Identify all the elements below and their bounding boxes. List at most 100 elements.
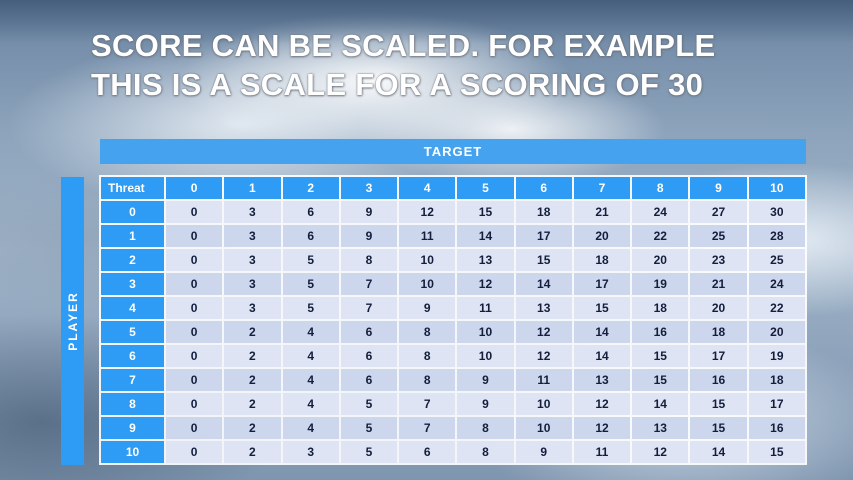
score-cell: 6 <box>340 345 398 367</box>
score-cell: 0 <box>166 249 223 271</box>
score-cell: 13 <box>515 297 572 319</box>
score-cell: 10 <box>515 393 572 415</box>
score-cell: 2 <box>224 321 281 343</box>
score-table-head: Threat 0 1 2 3 4 5 6 7 8 9 10 <box>101 177 805 199</box>
score-cell: 15 <box>748 441 805 463</box>
target-col-header: 8 <box>632 177 689 199</box>
score-cell: 8 <box>399 321 456 343</box>
score-cell: 16 <box>690 369 747 391</box>
table-row: 3 0 3 5 7 10 12 14 17 19 21 24 <box>101 273 805 295</box>
score-table: Threat 0 1 2 3 4 5 6 7 8 9 10 0 0 3 6 9 12 15 18 21 24 27 30 1 0… <box>99 175 807 465</box>
score-cell: 5 <box>282 297 339 319</box>
table-row: 4 0 3 5 7 9 11 13 15 18 20 22 <box>101 297 805 319</box>
score-cell: 2 <box>224 345 281 367</box>
score-cell: 17 <box>515 225 572 247</box>
score-cell: 21 <box>573 201 631 223</box>
score-cell: 12 <box>573 393 631 415</box>
score-cell: 12 <box>515 321 572 343</box>
score-cell: 14 <box>690 441 747 463</box>
score-cell: 14 <box>573 345 631 367</box>
score-cell: 10 <box>399 273 456 295</box>
score-cell: 20 <box>632 249 689 271</box>
target-col-header: 10 <box>748 177 805 199</box>
score-cell: 3 <box>224 249 281 271</box>
score-cell: 0 <box>166 297 223 319</box>
score-cell: 15 <box>515 249 572 271</box>
score-cell: 24 <box>632 201 689 223</box>
score-cell: 2 <box>224 417 281 439</box>
score-cell: 4 <box>282 417 339 439</box>
target-col-header: 4 <box>399 177 456 199</box>
title-line-2: THIS IS A SCALE FOR A SCORING OF 30 <box>91 66 704 102</box>
threat-row-header: 0 <box>101 201 164 223</box>
score-cell: 19 <box>632 273 689 295</box>
score-cell: 12 <box>573 417 631 439</box>
score-cell: 9 <box>457 369 514 391</box>
threat-row-header: 4 <box>101 297 164 319</box>
score-cell: 18 <box>632 297 689 319</box>
table-row: 2 0 3 5 8 10 13 15 18 20 23 25 <box>101 249 805 271</box>
score-cell: 17 <box>573 273 631 295</box>
score-cell: 0 <box>166 417 223 439</box>
score-cell: 20 <box>573 225 631 247</box>
score-cell: 2 <box>224 393 281 415</box>
score-cell: 11 <box>399 225 456 247</box>
player-axis-bar: PLAYER <box>61 177 84 465</box>
table-row: 0 0 3 6 9 12 15 18 21 24 27 30 <box>101 201 805 223</box>
score-cell: 18 <box>573 249 631 271</box>
score-cell: 5 <box>340 441 398 463</box>
score-cell: 8 <box>457 441 514 463</box>
score-cell: 8 <box>399 345 456 367</box>
score-cell: 4 <box>282 393 339 415</box>
slide-title: SCORE CAN BE SCALED. FOR EXAMPLE THIS IS… <box>91 27 811 105</box>
score-cell: 8 <box>340 249 398 271</box>
score-cell: 15 <box>457 201 514 223</box>
table-row: 9 0 2 4 5 7 8 10 12 13 15 16 <box>101 417 805 439</box>
score-cell: 5 <box>340 417 398 439</box>
score-cell: 12 <box>515 345 572 367</box>
table-row: 7 0 2 4 6 8 9 11 13 15 16 18 <box>101 369 805 391</box>
table-row: 8 0 2 4 5 7 9 10 12 14 15 17 <box>101 393 805 415</box>
score-cell: 15 <box>632 369 689 391</box>
score-cell: 18 <box>690 321 747 343</box>
score-cell: 6 <box>340 321 398 343</box>
score-cell: 9 <box>515 441 572 463</box>
score-cell: 9 <box>399 297 456 319</box>
score-cell: 16 <box>748 417 805 439</box>
score-cell: 3 <box>282 441 339 463</box>
score-cell: 22 <box>748 297 805 319</box>
target-col-header: 6 <box>515 177 572 199</box>
score-cell: 8 <box>457 417 514 439</box>
score-cell: 16 <box>632 321 689 343</box>
threat-row-header: 10 <box>101 441 164 463</box>
score-cell: 27 <box>690 201 747 223</box>
score-cell: 7 <box>399 417 456 439</box>
threat-row-header: 7 <box>101 369 164 391</box>
score-cell: 0 <box>166 441 223 463</box>
score-cell: 8 <box>399 369 456 391</box>
score-cell: 14 <box>515 273 572 295</box>
score-cell: 15 <box>690 393 747 415</box>
score-cell: 5 <box>340 393 398 415</box>
threat-row-header: 2 <box>101 249 164 271</box>
score-cell: 7 <box>340 297 398 319</box>
score-cell: 23 <box>690 249 747 271</box>
score-cell: 10 <box>399 249 456 271</box>
score-cell: 19 <box>748 345 805 367</box>
score-cell: 2 <box>224 369 281 391</box>
score-cell: 9 <box>340 201 398 223</box>
score-cell: 0 <box>166 273 223 295</box>
score-cell: 13 <box>457 249 514 271</box>
table-row: 1 0 3 6 9 11 14 17 20 22 25 28 <box>101 225 805 247</box>
threat-row-header: 8 <box>101 393 164 415</box>
score-cell: 15 <box>573 297 631 319</box>
target-axis-label: TARGET <box>423 144 483 159</box>
score-cell: 10 <box>457 345 514 367</box>
score-cell: 12 <box>457 273 514 295</box>
score-cell: 30 <box>748 201 805 223</box>
score-cell: 9 <box>340 225 398 247</box>
threat-row-header: 6 <box>101 345 164 367</box>
score-cell: 17 <box>748 393 805 415</box>
score-cell: 6 <box>340 369 398 391</box>
score-cell: 0 <box>166 345 223 367</box>
